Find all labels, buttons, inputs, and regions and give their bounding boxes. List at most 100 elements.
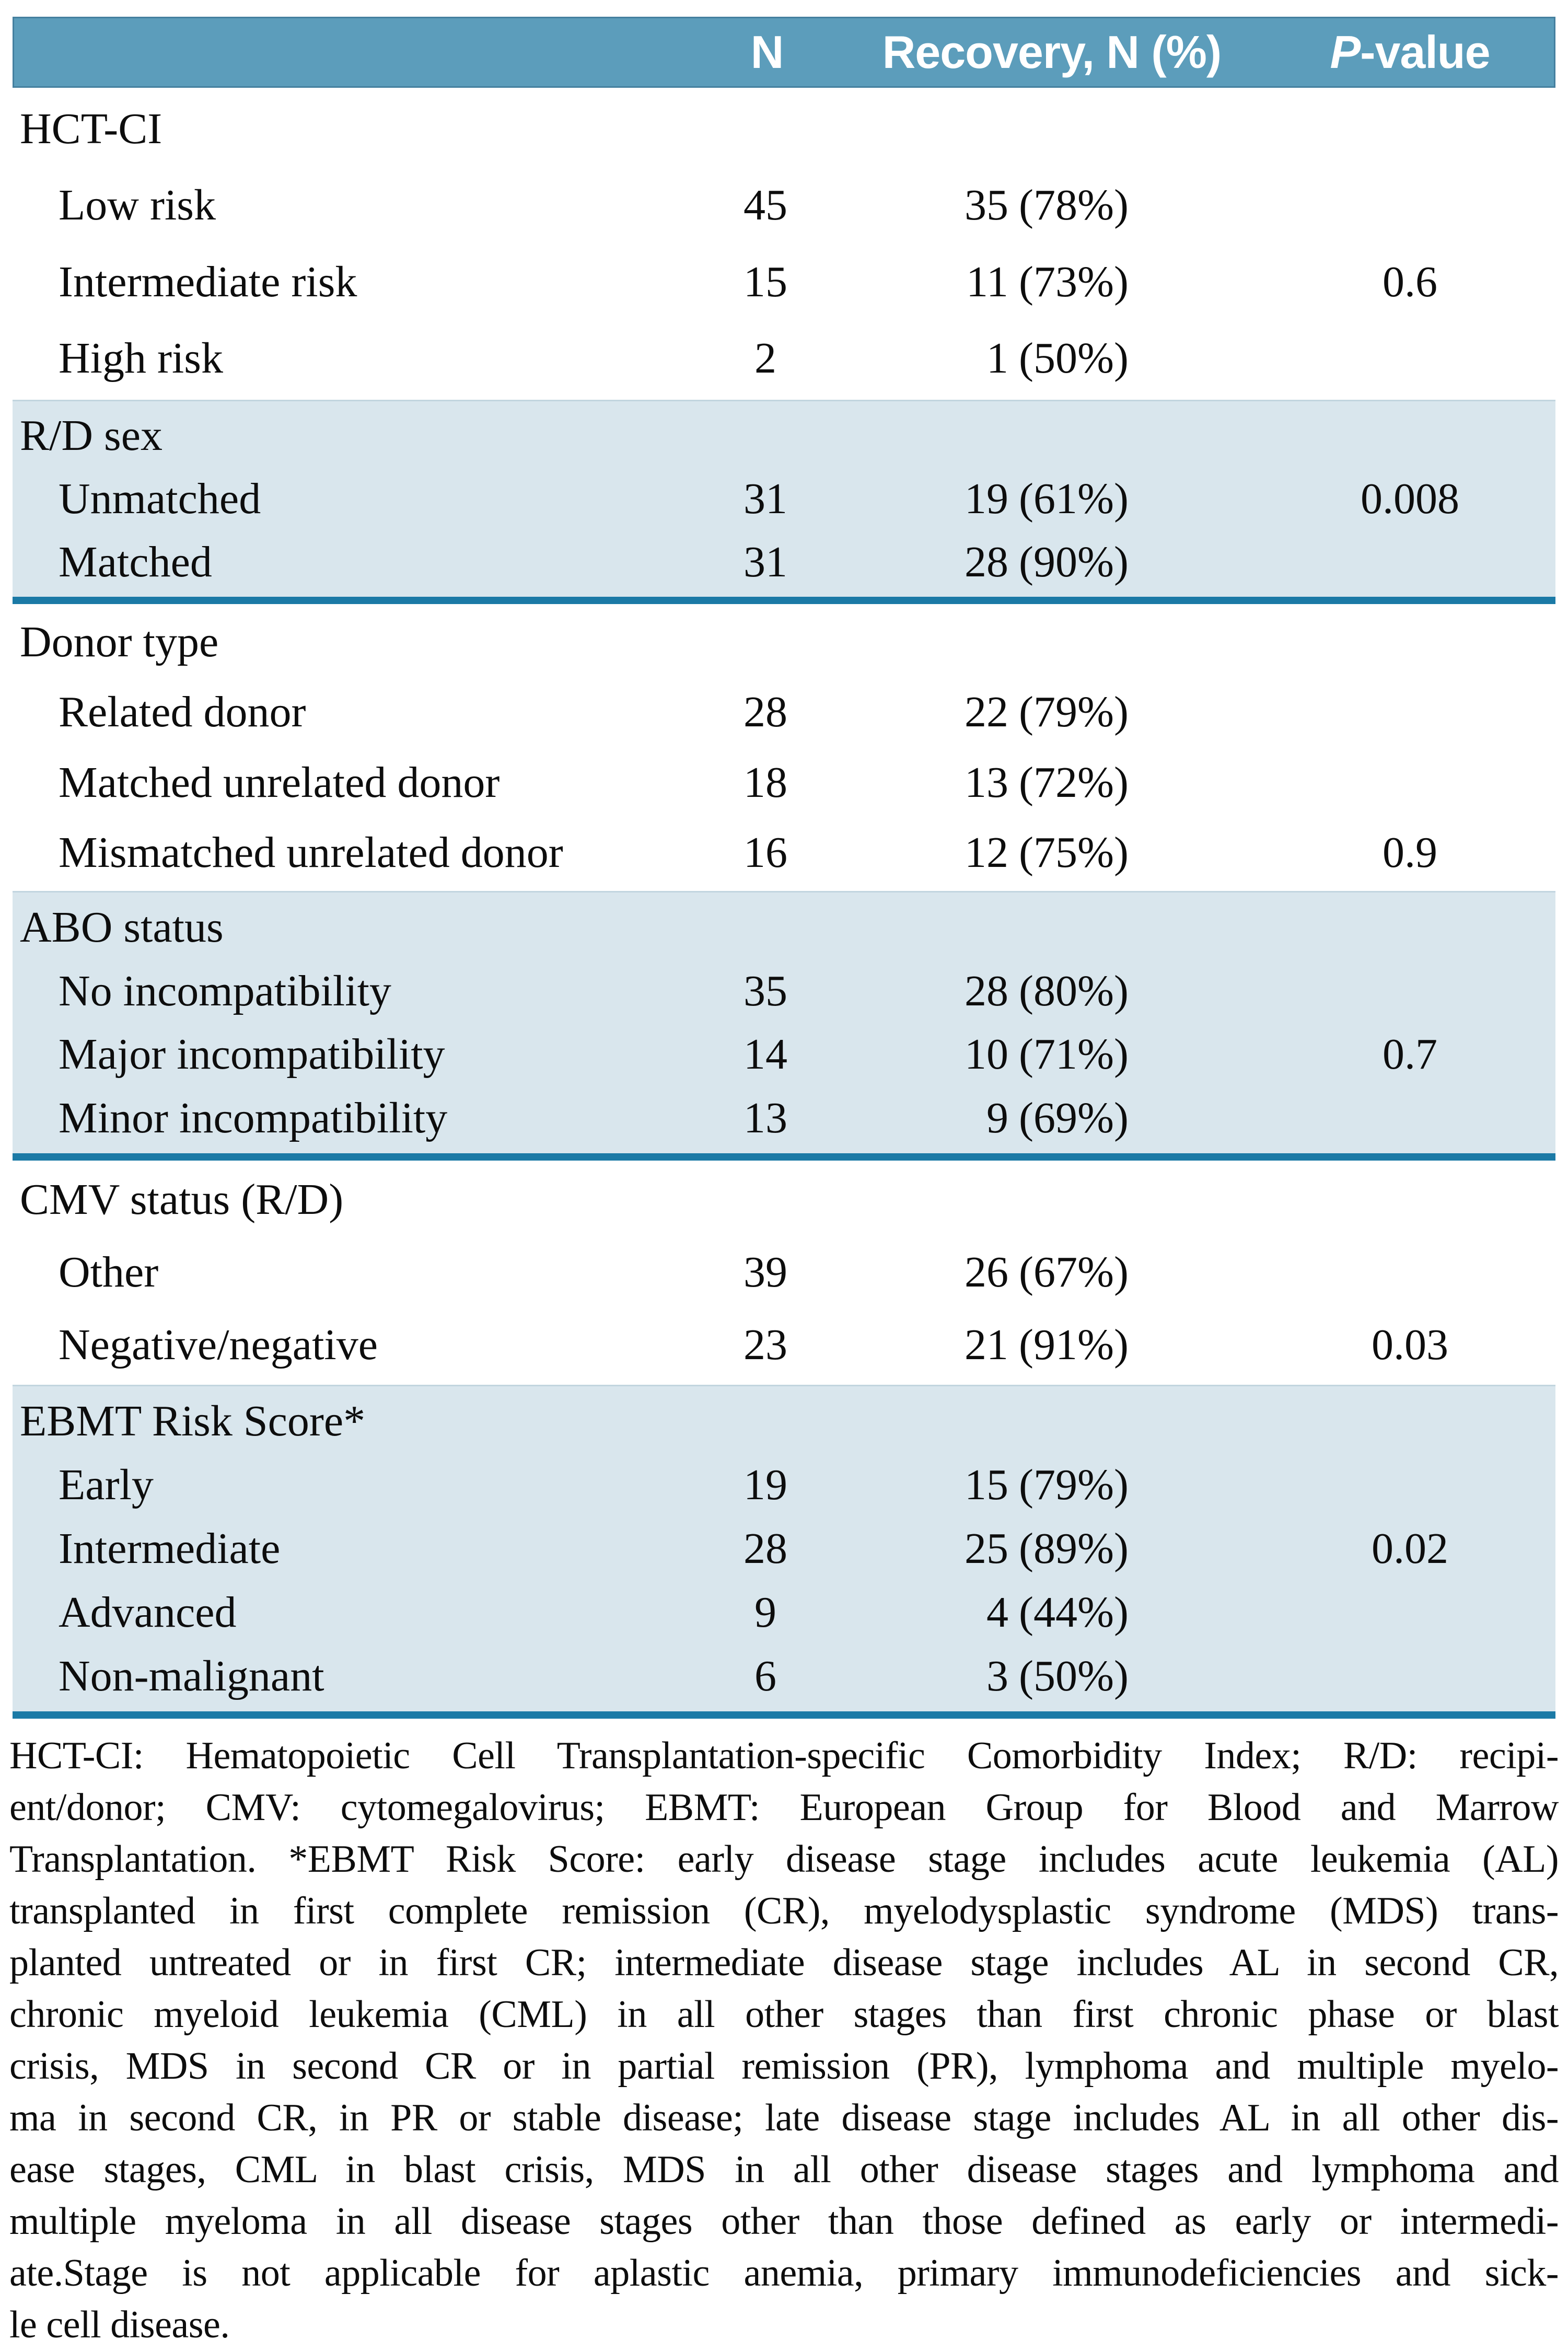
n-value: 9 (754, 1588, 776, 1637)
recovery-count: 3 (986, 1651, 1008, 1700)
table-row: Low risk 45 35 (78%) (13, 182, 1555, 228)
footnote-line: le cell disease. (9, 2303, 230, 2346)
recovery-value: 12 (75%) (836, 828, 1264, 877)
recovery-percent: (80%) (1019, 966, 1129, 1015)
p-value: 0.008 (1361, 474, 1459, 523)
table-row: Early 19 15 (79%) (13, 1462, 1555, 1508)
recovery-percent: (44%) (1019, 1588, 1129, 1637)
table-group: CMV status (R/D) Other 39 26 (67%) Negati… (13, 1161, 1555, 1385)
recovery-value: 25 (89%) (836, 1524, 1264, 1573)
table-row: Advanced 9 4 (44%) (13, 1588, 1555, 1637)
n-value: 31 (744, 474, 787, 523)
recovery-percent: (75%) (1019, 828, 1129, 877)
n-value: 16 (744, 828, 787, 877)
section-divider (13, 1711, 1555, 1719)
header-col-n: N (750, 26, 784, 78)
group-header-row: R/D sex (13, 413, 1555, 459)
row-label: High risk (59, 333, 223, 383)
n-value: 19 (744, 1460, 787, 1509)
recovery-value: 28 (90%) (836, 539, 1264, 585)
recovery-count: 28 (965, 966, 1008, 1015)
recovery-value: 10 (71%) (836, 1032, 1264, 1077)
group-label: ABO status (20, 902, 224, 952)
footnote-line: multiple myeloma in all disease stages o… (9, 2200, 1559, 2243)
row-label: Unmatched (59, 474, 261, 523)
recovery-count: 25 (965, 1524, 1008, 1573)
group-label: HCT-CI (20, 105, 162, 154)
recovery-value: 3 (50%) (836, 1653, 1264, 1699)
table-group: EBMT Risk Score* Early 19 15 (79%) Interm… (13, 1385, 1555, 1711)
footnote-line: Transplantation. *EBMT Risk Score: early… (9, 1838, 1559, 1881)
recovery-percent: (73%) (1019, 257, 1129, 306)
recovery-percent: (67%) (1019, 1248, 1129, 1297)
recovery-count: 22 (965, 688, 1008, 737)
n-value: 15 (744, 257, 787, 306)
recovery-count: 35 (965, 181, 1008, 230)
group-header-row: ABO status (13, 902, 1555, 952)
recovery-percent: (72%) (1019, 758, 1129, 807)
recovery-count: 28 (965, 537, 1008, 586)
n-value: 39 (744, 1248, 787, 1297)
table-row: Related donor 28 22 (79%) (13, 689, 1555, 735)
recovery-value: 4 (44%) (836, 1588, 1264, 1637)
table-row: No incompatibility 35 28 (80%) (13, 968, 1555, 1014)
group-header-row: EBMT Risk Score* (13, 1398, 1555, 1444)
p-value: 0.7 (1383, 1030, 1437, 1079)
section-divider (13, 597, 1555, 604)
table-row: High risk 2 1 (50%) (13, 335, 1555, 381)
row-label: Intermediate risk (59, 257, 357, 306)
table-group: R/D sex Unmatched 31 19 (61%) 0.008 Match… (13, 400, 1555, 597)
n-value: 13 (744, 1094, 787, 1143)
p-value: 0.02 (1372, 1524, 1448, 1573)
n-value: 14 (744, 1030, 787, 1079)
group-header-row: HCT-CI (13, 106, 1555, 152)
p-value: 0.6 (1383, 257, 1437, 306)
table-row: Major incompatibility 14 10 (71%) 0.7 (13, 1032, 1555, 1077)
row-label: Advanced (59, 1588, 237, 1637)
header-col-recovery: Recovery, N (%) (882, 26, 1222, 78)
recovery-percent: (79%) (1019, 1460, 1129, 1509)
recovery-count: 26 (965, 1248, 1008, 1297)
recovery-count: 13 (965, 758, 1008, 807)
recovery-percent: (78%) (1019, 181, 1129, 230)
recovery-percent: (79%) (1019, 688, 1129, 737)
row-label: Mismatched unrelated donor (59, 828, 563, 877)
footnote-line: planted untreated or in first CR; interm… (9, 1941, 1559, 1984)
group-label: R/D sex (20, 411, 162, 460)
group-header-row: Donor type (13, 619, 1555, 665)
recovery-value: 1 (50%) (836, 335, 1264, 381)
n-value: 6 (754, 1651, 776, 1700)
table-body: HCT-CI Low risk 45 35 (78%) Intermediate … (13, 88, 1555, 1719)
n-value: 23 (744, 1320, 787, 1370)
row-label: Matched unrelated donor (59, 758, 500, 807)
recovery-count: 15 (965, 1460, 1008, 1509)
recovery-value: 21 (91%) (836, 1322, 1264, 1368)
recovery-percent: (69%) (1019, 1094, 1129, 1143)
row-label: Major incompatibility (59, 1030, 445, 1079)
table-row: Non-malignant 6 3 (50%) (13, 1653, 1555, 1699)
table-group: HCT-CI Low risk 45 35 (78%) Intermediate … (13, 88, 1555, 400)
table-row: Minor incompatibility 13 9 (69%) (13, 1095, 1555, 1141)
section-divider (13, 1153, 1555, 1161)
recovery-percent: (90%) (1019, 537, 1129, 586)
footnote-line: ma in second CR, in PR or stable disease… (9, 2096, 1559, 2139)
row-label: Other (59, 1248, 159, 1297)
n-value: 2 (754, 333, 776, 383)
recovery-percent: (91%) (1019, 1320, 1129, 1370)
recovery-count: 19 (965, 474, 1008, 523)
footnote-line: ate.Stage is not applicable for aplastic… (9, 2252, 1559, 2295)
recovery-value: 28 (80%) (836, 968, 1264, 1014)
recovery-percent: (50%) (1019, 1651, 1129, 1700)
footnote: HCT-CI: Hematopoietic Cell Transplantati… (9, 1730, 1559, 2351)
n-value: 28 (744, 688, 787, 737)
recovery-percent: (61%) (1019, 474, 1129, 523)
n-value: 45 (744, 181, 787, 230)
group-label: Donor type (20, 618, 219, 667)
table-header-row: N Recovery, N (%) P-value (13, 17, 1555, 88)
recovery-percent: (50%) (1019, 333, 1129, 383)
recovery-value: 15 (79%) (836, 1462, 1264, 1508)
recovery-value: 26 (67%) (836, 1249, 1264, 1295)
recovery-percent: (89%) (1019, 1524, 1129, 1573)
recovery-value: 22 (79%) (836, 689, 1264, 735)
group-header-row: CMV status (R/D) (13, 1177, 1555, 1223)
